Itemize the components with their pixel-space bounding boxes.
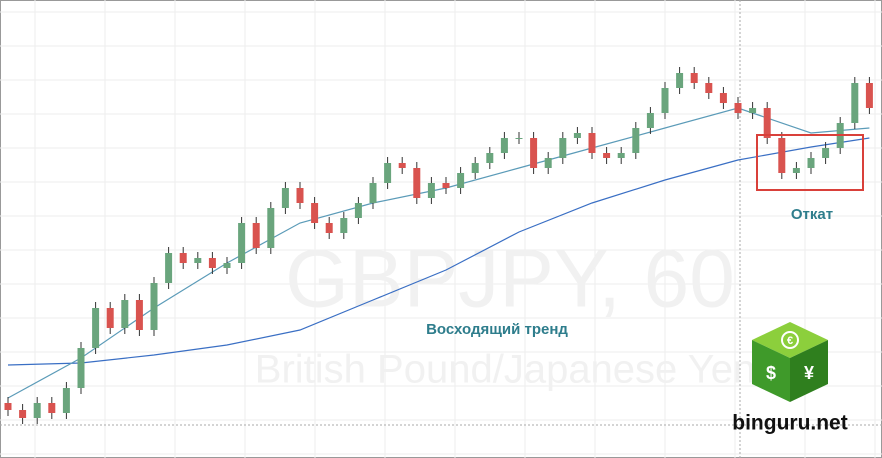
watermark: GBPJPY, 60 (285, 234, 735, 325)
candle-body (778, 138, 786, 173)
candle-body (354, 203, 362, 218)
candle-body (150, 283, 158, 330)
candle-body (296, 188, 304, 203)
candle-body (77, 348, 85, 388)
candle-body (179, 253, 187, 263)
candle-body (457, 173, 465, 188)
candle-body (865, 83, 873, 108)
candle-body (106, 308, 114, 328)
svg-text:$: $ (766, 363, 776, 383)
candle-body (676, 73, 684, 88)
candle-body (223, 263, 231, 268)
candle-body (573, 133, 581, 138)
candle-body (311, 203, 319, 223)
logo: € $ ¥ binguru.net (732, 322, 848, 435)
candle-body (208, 258, 216, 268)
candle-body (398, 163, 406, 168)
candle-body (194, 258, 202, 263)
candle-body (281, 188, 289, 208)
candle-body (646, 113, 654, 128)
watermark-subtitle: British Pound/Japanese Yen (255, 348, 755, 392)
candle-body (369, 183, 377, 203)
candle-body (763, 108, 771, 138)
candle-body (486, 153, 494, 163)
candle-body (515, 138, 523, 139)
candle-body (427, 183, 435, 198)
candle-body (267, 208, 275, 248)
candle-body (238, 223, 246, 263)
candle-body (325, 223, 333, 233)
candle-body (19, 410, 27, 418)
candle-body (4, 403, 12, 410)
candle-body (792, 168, 800, 173)
candle-body (135, 300, 143, 330)
candle-body (33, 403, 41, 418)
candle-body (384, 163, 392, 183)
pullback-box (756, 134, 864, 191)
candle-body (500, 138, 508, 153)
candle-body (749, 108, 757, 113)
candle-body (442, 183, 450, 188)
candle-body (719, 93, 727, 103)
candle-body (544, 158, 552, 168)
candle-body (530, 138, 538, 168)
candle-body (252, 223, 260, 248)
candle-body (734, 103, 742, 113)
candle-body (559, 138, 567, 158)
candle-body (603, 153, 611, 158)
svg-text:¥: ¥ (804, 363, 814, 383)
moving-average (7, 137, 870, 366)
candle-body (48, 403, 56, 413)
pullback-annotation: Откат (791, 206, 833, 223)
candle-body (851, 83, 859, 123)
candle-body (822, 148, 830, 158)
candle-body (690, 73, 698, 83)
candle-body (807, 158, 815, 168)
logo-text: binguru.net (732, 412, 847, 435)
candle-body (705, 83, 713, 93)
candle-body (62, 388, 70, 413)
trend-annotation: Восходящий тренд (426, 321, 568, 338)
candle-body (92, 308, 100, 348)
candle-body (632, 128, 640, 153)
candle-body (413, 168, 421, 198)
candle-body (340, 218, 348, 233)
candle-body (165, 253, 173, 283)
svg-text:€: € (787, 335, 793, 347)
candle-body (121, 300, 129, 328)
candle-body (588, 133, 596, 153)
candle-body (617, 153, 625, 158)
candle-body (471, 163, 479, 173)
candle-body (661, 88, 669, 113)
